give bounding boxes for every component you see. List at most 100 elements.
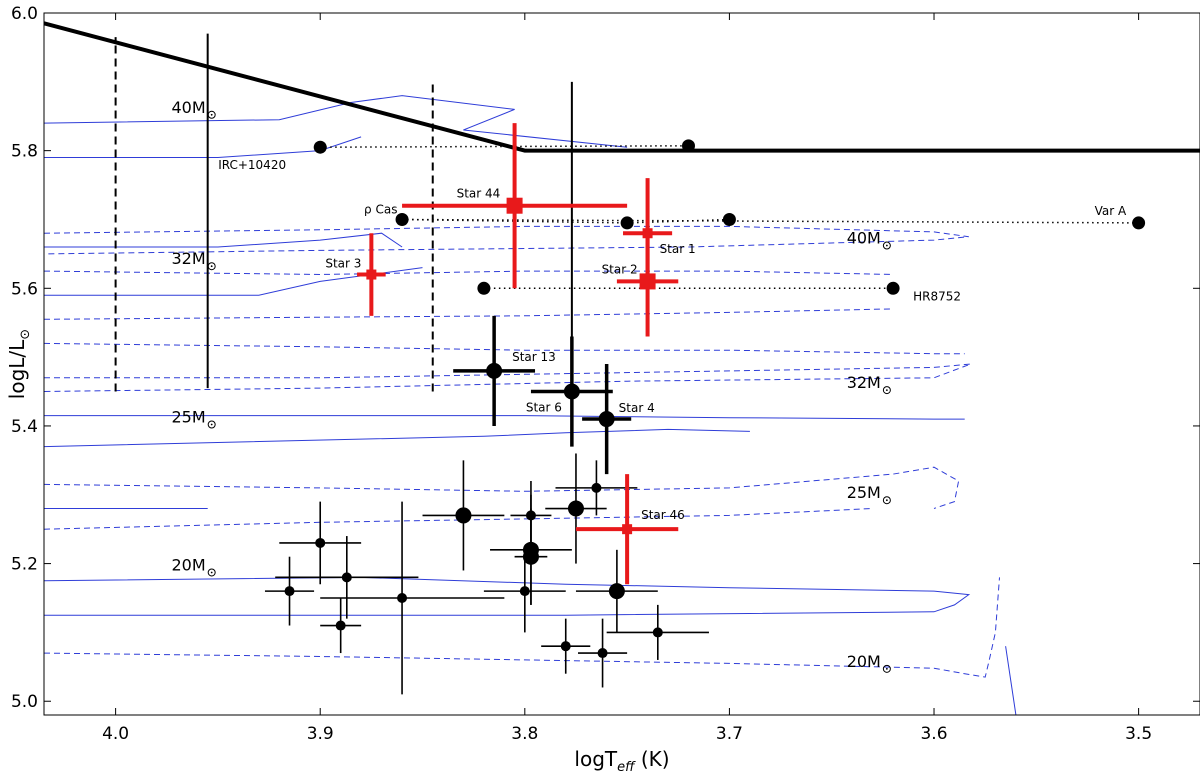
reference-lines <box>44 21 1200 444</box>
star-marker <box>284 586 295 597</box>
star-marker <box>455 507 472 524</box>
solar-symbol-ring <box>207 568 216 577</box>
x-tick-label: 4.0 <box>102 724 129 744</box>
red-star-marker <box>622 524 633 535</box>
y-axis-label: logL/L⊙ <box>5 329 33 399</box>
star-label: Star 2 <box>602 262 638 276</box>
dashed-track-line <box>44 508 873 530</box>
dashed-track-line <box>44 342 965 355</box>
star-label: Var A <box>1095 204 1127 218</box>
y-tick-label: 5.0 <box>11 692 38 712</box>
solar-symbol-dot <box>885 244 888 247</box>
star-label: Star 13 <box>512 350 556 364</box>
solar-symbol-dot <box>210 423 213 426</box>
named-star-marker <box>486 362 503 379</box>
solid-track-line <box>44 576 971 616</box>
data-points <box>264 123 1146 695</box>
y-tick-label: 6.0 <box>11 4 38 24</box>
x-tick-label: 3.8 <box>511 724 538 744</box>
comparison-star-marker <box>313 140 327 154</box>
star-label: Star 6 <box>526 401 562 415</box>
star-marker <box>519 586 530 597</box>
solid-track-line <box>44 232 403 248</box>
dashed-track-line <box>44 270 894 276</box>
star-marker <box>597 648 608 659</box>
mass-label: 25M <box>172 408 206 427</box>
star-marker <box>335 620 346 631</box>
solar-symbol-ring <box>882 664 891 673</box>
star-label: Star 1 <box>660 242 696 256</box>
x-tick-label: 3.7 <box>716 724 743 744</box>
star-label: Star 4 <box>619 401 655 415</box>
red-star-marker <box>639 273 656 290</box>
x-tick-label: 3.6 <box>920 724 947 744</box>
star-label: IRC+10420 <box>218 158 286 172</box>
solid-track-line <box>1005 646 1017 715</box>
solar-symbol-dot <box>210 113 213 116</box>
red-star-marker <box>366 269 377 280</box>
mass-label: 40M <box>172 98 206 117</box>
solar-symbol-dot <box>885 389 888 391</box>
red-star-marker <box>506 197 523 214</box>
plot-frame <box>43 12 1200 716</box>
y-tick-label: 5.4 <box>11 417 38 437</box>
star-marker <box>560 641 571 652</box>
solar-symbol-dot <box>210 265 213 268</box>
plot-background <box>44 13 1200 715</box>
solid-track-line <box>44 95 628 148</box>
mass-label: 20M <box>172 555 206 574</box>
star-marker <box>341 572 352 583</box>
solar-symbol-ring <box>882 241 891 250</box>
solid-track-line <box>44 136 362 158</box>
mass-label: 25M <box>847 483 881 502</box>
named-star-marker <box>563 383 580 400</box>
x-tick-label: 3.5 <box>1125 724 1152 744</box>
star-label: Star 46 <box>641 508 685 522</box>
mass-label: 32M <box>847 373 881 392</box>
point-labels: Star 44 Star 1 Star 3 Star 2 Star 46 Star 13 S… <box>172 98 1127 673</box>
named-star-marker <box>598 411 615 428</box>
mass-label: 40M <box>847 229 881 248</box>
solar-symbol-dot <box>210 571 213 574</box>
star-marker <box>652 627 663 638</box>
solar-symbol-ring <box>207 262 216 271</box>
axis-ticks: 4.0 3.9 3.8 3.7 3.6 3.5 5.0 5.2 5.4 5.6 5.8 6.0 <box>11 4 1200 744</box>
x-axis-label: logTeff (K) <box>574 747 669 775</box>
comparison-star-marker <box>886 281 900 295</box>
dotted-connector-line <box>320 145 689 148</box>
x-tick-label: 3.9 <box>307 724 334 744</box>
comparison-star-marker <box>477 281 491 295</box>
star-label: Star 3 <box>325 257 361 271</box>
solar-symbol-ring <box>207 110 216 119</box>
mass-label: 20M <box>847 652 881 671</box>
star-label: Star 44 <box>457 187 501 201</box>
star-marker <box>522 548 539 565</box>
star-marker <box>397 593 408 603</box>
solar-symbol-ring <box>882 496 891 505</box>
dashed-track-line <box>44 308 894 320</box>
star-label: HR8752 <box>913 289 961 303</box>
y-tick-label: 5.6 <box>11 279 38 299</box>
solar-symbol-dot <box>885 667 888 670</box>
comparison-star-marker <box>1132 216 1146 230</box>
solid-track-line <box>44 428 750 448</box>
luminosity-limit-line <box>44 21 1200 153</box>
dashed-track-line <box>44 466 960 509</box>
star-marker <box>591 482 602 493</box>
star-marker <box>608 583 625 600</box>
comparison-star-marker <box>620 216 634 230</box>
solid-track-line <box>44 267 423 296</box>
solar-symbol-ring <box>882 386 891 395</box>
solar-symbol-dot <box>885 499 888 502</box>
comparison-star-marker <box>395 212 409 226</box>
star-marker <box>315 537 326 548</box>
comparison-star-marker <box>681 139 695 153</box>
y-tick-label: 5.2 <box>11 555 38 575</box>
y-tick-label: 5.8 <box>11 142 38 162</box>
mass-label: 32M <box>172 249 206 268</box>
solid-track-line <box>44 415 965 420</box>
dashed-track-line <box>44 577 1000 678</box>
solar-symbol-ring <box>207 420 216 429</box>
star-label: ρ Cas <box>364 202 397 216</box>
